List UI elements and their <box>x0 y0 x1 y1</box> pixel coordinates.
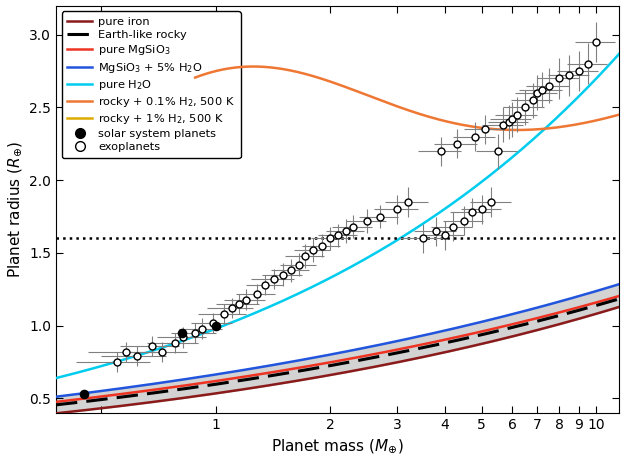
Point <box>211 322 221 330</box>
Legend: pure iron, Earth-like rocky, pure MgSiO$_3$, MgSiO$_3$ + 5% H$_2$O, pure H$_2$O,: pure iron, Earth-like rocky, pure MgSiO$… <box>62 11 241 158</box>
X-axis label: Planet mass ($M_{\oplus}$): Planet mass ($M_{\oplus}$) <box>271 437 404 455</box>
Point <box>79 390 89 397</box>
Y-axis label: Planet radius ($R_{\oplus}$): Planet radius ($R_{\oplus}$) <box>6 141 24 278</box>
Point <box>177 329 187 337</box>
